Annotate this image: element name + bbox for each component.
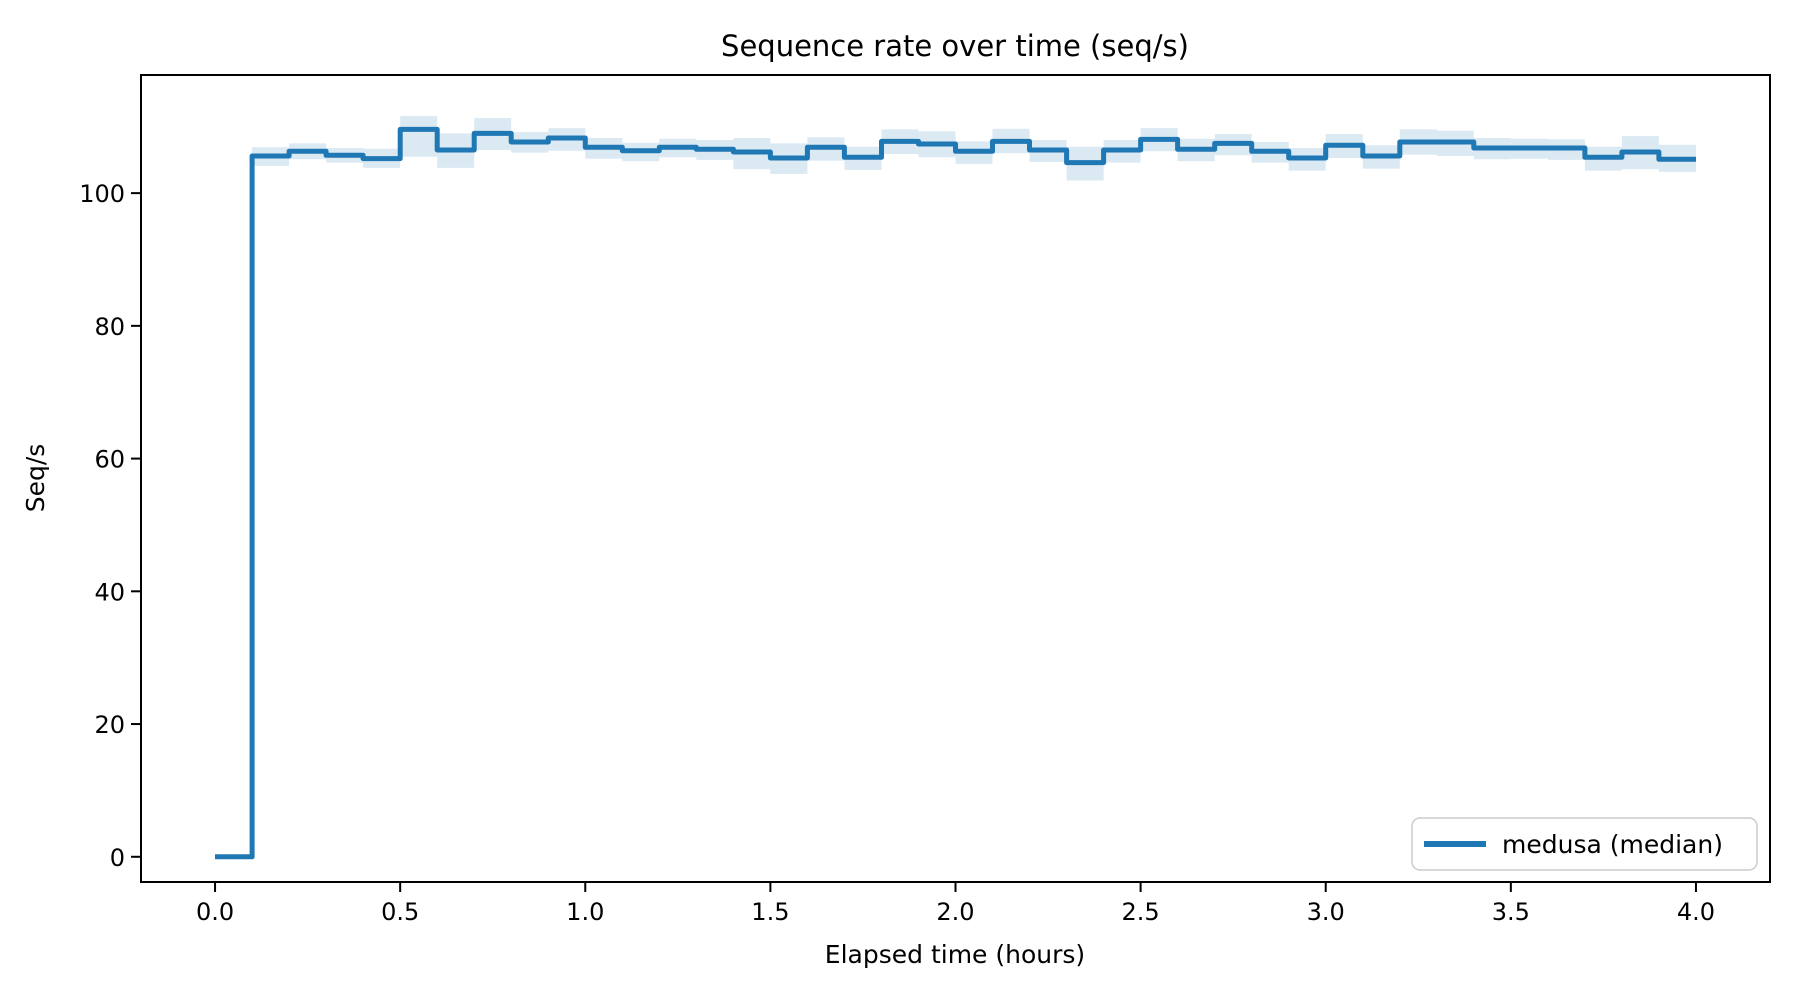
y-tick-label: 80 bbox=[94, 313, 125, 341]
x-tick-label: 4.0 bbox=[1677, 898, 1715, 926]
x-tick-label: 2.5 bbox=[1122, 898, 1160, 926]
legend-frame bbox=[1411, 817, 1758, 871]
x-tick-label: 0.5 bbox=[381, 898, 419, 926]
y-tick-label: 40 bbox=[94, 578, 125, 606]
x-tick-label: 2.0 bbox=[936, 898, 974, 926]
y-tick-label: 0 bbox=[110, 844, 125, 872]
x-axis-label: Elapsed time (hours) bbox=[825, 940, 1085, 969]
x-tick-label: 3.5 bbox=[1492, 898, 1530, 926]
legend: medusa (median) bbox=[1411, 817, 1758, 871]
y-axis-label: Seq/s bbox=[21, 444, 50, 513]
x-axis-ticks: 0.0 0.5 1.0 1.5 2.0 2.5 3.0 3.5 4.0 bbox=[196, 882, 1715, 926]
plot-area bbox=[141, 75, 1770, 882]
legend-entry-label: medusa (median) bbox=[1502, 830, 1723, 859]
median-step-line bbox=[215, 126, 1696, 860]
chart-title: Sequence rate over time (seq/s) bbox=[721, 29, 1189, 63]
y-tick-label: 100 bbox=[79, 180, 125, 208]
x-tick-label: 0.0 bbox=[196, 898, 234, 926]
x-tick-label: 1.5 bbox=[751, 898, 789, 926]
y-tick-label: 20 bbox=[94, 711, 125, 739]
x-tick-label: 3.0 bbox=[1307, 898, 1345, 926]
y-axis-ticks: 0 20 40 60 80 100 bbox=[79, 180, 141, 872]
y-tick-label: 60 bbox=[94, 446, 125, 474]
x-tick-label: 1.0 bbox=[566, 898, 604, 926]
